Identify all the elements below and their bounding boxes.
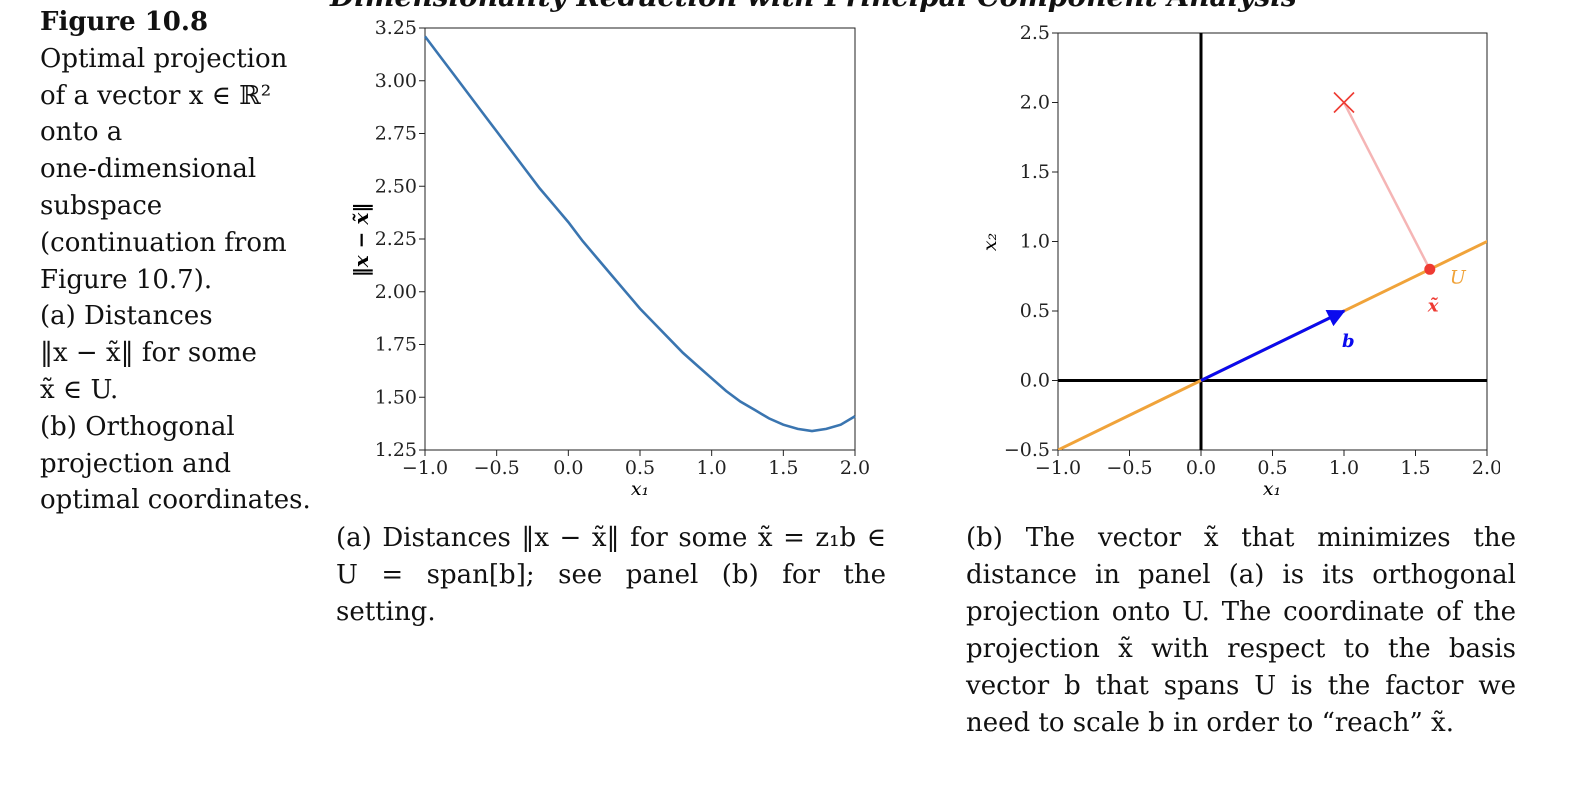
side-caption-line: (continuation from [40, 227, 287, 258]
tick-group: −1.0 −0.5 0.0 0.5 1.0 1.5 2.0 1.25 1.50 1.75 2.00 2… [375, 17, 870, 479]
y-tick-label: 1.0 [1020, 231, 1050, 253]
distance-chart: −1.0 −0.5 0.0 0.5 1.0 1.5 2.0 1.25 1.50 1.75 2.00 2… [349, 17, 870, 500]
x-tick-label: 0.5 [1257, 457, 1287, 479]
y-axis-label: x₂ [979, 233, 1001, 251]
side-caption: Figure 10.8 Optimal projection of a vect… [40, 4, 311, 519]
side-caption-line: x̃ ∈ U. [40, 374, 119, 405]
x-tick-label: −1.0 [1035, 457, 1081, 479]
x-tick-label: 0.0 [553, 457, 583, 479]
x-tick-label: 0.5 [625, 457, 655, 479]
x-tick-label: −0.5 [474, 457, 520, 479]
basis-vector-arrow [1200, 309, 1346, 382]
y-tick-label: 2.75 [375, 123, 417, 145]
vector-x-marker [1333, 91, 1355, 114]
plot-frame [1057, 32, 1488, 451]
tick-group: −1.0 −0.5 0.0 0.5 1.0 1.5 2.0−0.50.00.51.01.52… [1004, 22, 1500, 479]
y-tick-label: 2.5 [1020, 22, 1050, 44]
side-caption-line: (b) Orthogonal [40, 411, 235, 442]
cross-stroke [1333, 91, 1355, 114]
x-axis-label: x₁ [1263, 478, 1281, 500]
side-caption-line: subspace [40, 190, 163, 221]
y-tick-label: 1.25 [375, 439, 417, 461]
y-tick-label: 1.5 [1020, 161, 1050, 183]
y-tick-label: 2.25 [375, 228, 417, 250]
side-caption-line: ‖x − x̃‖ for some [40, 338, 257, 369]
side-caption-line: projection and [40, 448, 232, 479]
y-tick-label: 3.25 [375, 17, 417, 39]
x-axis-label: x₁ [631, 478, 649, 500]
y-tick-label: 2.00 [375, 281, 417, 303]
subcaption-b: (b) The vector x̃ that minimizes the dis… [966, 523, 1516, 738]
side-caption-line: optimal coordinates. [40, 485, 311, 516]
side-caption-line: of a vector x ∈ ℝ² [40, 80, 272, 111]
figure-label: Figure 10.8 [40, 7, 209, 37]
x-tick-label: 2.0 [1472, 457, 1500, 479]
y-tick-label: 0.0 [1020, 370, 1050, 392]
x-tick-label: 0.0 [1186, 457, 1216, 479]
y-axis-label: ‖x − x̃‖ [349, 203, 373, 278]
y-tick-label: 0.5 [1020, 300, 1050, 322]
y-tick-label: 3.00 [375, 70, 417, 92]
side-caption-line: Optimal projection [40, 43, 288, 74]
side-caption-line: onto a [40, 117, 123, 148]
x-tick-label: 1.5 [1400, 457, 1430, 479]
projection-label: x̃ [1427, 295, 1439, 316]
side-caption-line: one-dimensional [40, 154, 257, 185]
x-tick-label: −0.5 [1106, 457, 1152, 479]
side-caption-line: Figure 10.7). [40, 264, 213, 295]
running-header-fragment: Dimensionality Reduction with Principal … [330, 0, 1530, 13]
subspace-line [1058, 239, 1487, 450]
plot-frame [424, 27, 856, 451]
residual-line [1342, 101, 1431, 270]
y-tick-label: 2.50 [375, 175, 417, 197]
y-tick-label: 1.50 [375, 386, 417, 408]
subspace-label: U [1450, 266, 1467, 288]
subcaption-a: (a) Distances ‖x − x̃‖ for some x̃ = z₁b… [336, 523, 886, 627]
y-tick-label: 2.0 [1020, 92, 1050, 114]
side-caption-line: (a) Distances [40, 301, 213, 332]
projection-chart: −1.0 −0.5 0.0 0.5 1.0 1.5 2.0−0.50.00.51.01.52… [979, 22, 1500, 500]
y-tick-label: −0.5 [1004, 439, 1050, 461]
x-tick-label: 2.0 [840, 457, 870, 479]
x-tick-label: 1.0 [697, 457, 727, 479]
basis-label: b [1342, 331, 1355, 352]
y-tick-label: 1.75 [375, 334, 417, 356]
x-tick-label: −1.0 [402, 457, 448, 479]
distance-curve [423, 35, 856, 433]
x-tick-label: 1.0 [1329, 457, 1359, 479]
x-tick-label: 1.5 [768, 457, 798, 479]
projection-point [1424, 263, 1436, 275]
